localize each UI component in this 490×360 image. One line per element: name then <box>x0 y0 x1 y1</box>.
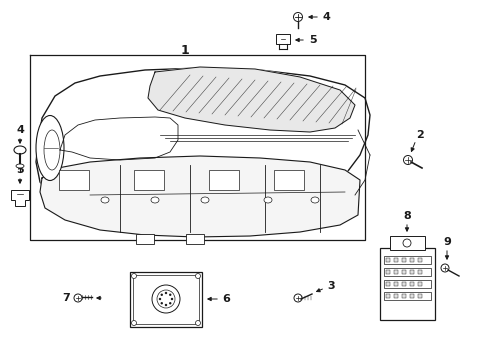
Circle shape <box>294 13 302 22</box>
Bar <box>130 272 202 327</box>
Circle shape <box>171 298 173 300</box>
Bar <box>402 282 406 286</box>
Circle shape <box>161 293 163 296</box>
Bar <box>209 170 239 190</box>
Circle shape <box>74 294 82 302</box>
Text: 3: 3 <box>327 281 335 291</box>
Bar <box>394 258 398 262</box>
Ellipse shape <box>151 197 159 203</box>
Bar <box>410 258 414 262</box>
Polygon shape <box>148 67 355 132</box>
Circle shape <box>403 239 411 247</box>
Text: 5: 5 <box>309 35 317 45</box>
Bar <box>410 294 414 298</box>
Text: 6: 6 <box>222 294 230 304</box>
Bar <box>384 268 431 276</box>
Bar <box>410 270 414 274</box>
Circle shape <box>169 293 171 296</box>
Bar <box>134 170 164 190</box>
Bar <box>402 258 406 262</box>
Text: 7: 7 <box>62 293 70 303</box>
Text: 4: 4 <box>322 12 330 22</box>
Bar <box>402 294 406 298</box>
Ellipse shape <box>311 197 319 203</box>
Ellipse shape <box>14 146 26 154</box>
Bar <box>386 282 390 286</box>
Bar <box>136 234 154 244</box>
Bar <box>394 282 398 286</box>
Ellipse shape <box>201 197 209 203</box>
Circle shape <box>159 298 161 300</box>
Bar <box>418 270 422 274</box>
Bar <box>418 258 422 262</box>
Text: 1: 1 <box>181 44 189 57</box>
Bar <box>394 270 398 274</box>
Text: 5: 5 <box>16 165 24 175</box>
Bar <box>410 282 414 286</box>
Text: 2: 2 <box>416 130 424 140</box>
Circle shape <box>196 320 200 325</box>
Ellipse shape <box>264 197 272 203</box>
Circle shape <box>441 264 449 272</box>
Ellipse shape <box>36 116 64 180</box>
Circle shape <box>161 302 163 305</box>
Bar <box>386 294 390 298</box>
Circle shape <box>294 294 302 302</box>
Bar <box>394 294 398 298</box>
Bar <box>186 234 204 244</box>
Polygon shape <box>11 190 29 206</box>
Bar <box>384 280 431 288</box>
Bar <box>418 282 422 286</box>
Bar <box>402 270 406 274</box>
Ellipse shape <box>16 164 24 168</box>
Polygon shape <box>36 68 370 228</box>
Circle shape <box>152 285 180 313</box>
Circle shape <box>196 274 200 279</box>
Polygon shape <box>40 156 360 237</box>
Bar <box>384 256 431 264</box>
Circle shape <box>403 156 413 165</box>
Bar <box>418 294 422 298</box>
Bar <box>276 34 290 44</box>
Circle shape <box>165 304 167 306</box>
Ellipse shape <box>101 197 109 203</box>
Bar <box>59 170 89 190</box>
Circle shape <box>169 302 171 305</box>
Bar <box>274 170 304 190</box>
Bar <box>386 270 390 274</box>
Text: 8: 8 <box>403 211 411 221</box>
Bar <box>133 275 199 324</box>
Bar <box>390 236 425 250</box>
Bar <box>386 258 390 262</box>
Bar <box>380 248 435 320</box>
Text: 4: 4 <box>16 125 24 135</box>
Text: 9: 9 <box>443 237 451 247</box>
Circle shape <box>131 274 137 279</box>
Bar <box>384 292 431 300</box>
Circle shape <box>165 292 167 294</box>
Circle shape <box>131 320 137 325</box>
